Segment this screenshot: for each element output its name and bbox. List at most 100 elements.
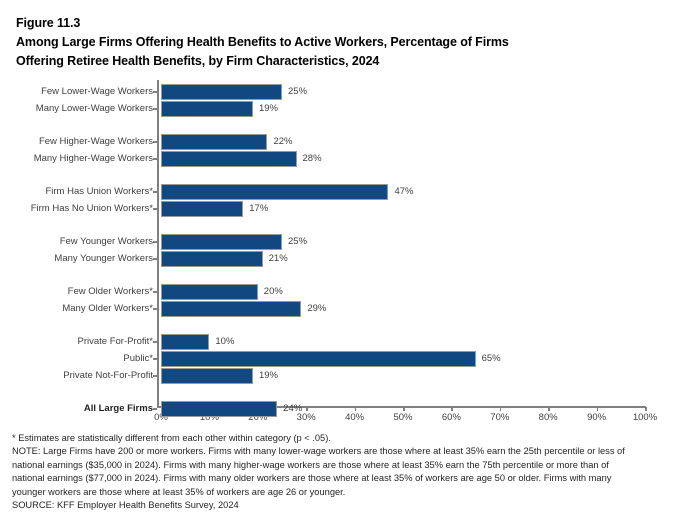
x-axis-tick-label: 60% xyxy=(441,412,461,423)
y-axis-line xyxy=(157,80,159,408)
bar xyxy=(161,151,297,167)
bar-row: Private For-Profit* 10% xyxy=(0,334,698,350)
y-axis-tick xyxy=(153,208,157,210)
bar-row: Few Younger Workers 25% xyxy=(0,234,698,250)
bar-row: Few Lower-Wage Workers 25% xyxy=(0,84,698,100)
x-axis-tick-label: 80% xyxy=(538,412,558,423)
bar-row: Public* 65% xyxy=(0,351,698,367)
footnotes-block: * Estimates are statistically different … xyxy=(12,432,688,512)
footnote-note-line-3: national earnings ($77,000 in 2024). Fir… xyxy=(12,473,612,484)
bar-value-label: 47% xyxy=(394,186,414,197)
bar-value-label: 17% xyxy=(249,203,269,214)
y-axis-tick xyxy=(153,308,157,310)
bar xyxy=(161,101,253,117)
y-axis-tick xyxy=(153,358,157,360)
y-axis-tick xyxy=(153,141,157,143)
bar xyxy=(161,301,302,317)
x-axis-tick xyxy=(596,407,599,411)
category-label: Many Lower-Wage Workers xyxy=(35,103,153,114)
x-axis-tick-label: 90% xyxy=(587,412,607,423)
bar-value-label: 65% xyxy=(481,353,501,364)
category-label: Public* xyxy=(123,353,153,364)
footnote-note-line-2: national earnings ($35,000 in 2024). Fir… xyxy=(12,459,609,470)
category-label: Few Higher-Wage Workers xyxy=(38,136,153,147)
bar-value-label: 29% xyxy=(307,303,327,314)
bar xyxy=(161,368,253,384)
figure-title-line-2: Offering Retiree Health Benefits, by Fir… xyxy=(16,54,380,68)
y-axis-tick xyxy=(153,291,157,293)
category-label: Many Older Workers* xyxy=(62,303,153,314)
category-label: Few Younger Workers xyxy=(59,236,153,247)
bar xyxy=(161,334,210,350)
bar-row: Many Older Workers* 29% xyxy=(0,301,698,317)
footnote-significance: * Estimates are statistically different … xyxy=(12,433,331,443)
footnote-note-line-4: younger workers are those where at least… xyxy=(12,486,346,497)
bar xyxy=(161,234,282,250)
bar-row: Many Lower-Wage Workers 19% xyxy=(0,101,698,117)
category-label: Many Higher-Wage Workers xyxy=(33,153,153,164)
bar xyxy=(161,251,263,267)
x-axis-tick-label: 10% xyxy=(199,412,219,423)
x-axis-tick-label: 100% xyxy=(632,412,658,423)
footnote-note-line-1: NOTE: Large Firms have 200 or more worke… xyxy=(12,446,625,457)
y-axis-tick xyxy=(153,191,157,193)
x-axis-tick xyxy=(354,407,357,411)
bar-row: Firm Has Union Workers* 47% xyxy=(0,184,698,200)
figure-title-line-1: Among Large Firms Offering Health Benefi… xyxy=(16,35,509,49)
y-axis-tick xyxy=(153,258,157,260)
x-axis-tick xyxy=(451,407,453,411)
figure-title-block: Figure 11.3 Among Large Firms Offering H… xyxy=(16,14,676,71)
bar-row: Few Older Workers* 20% xyxy=(0,284,698,300)
y-axis-tick xyxy=(153,108,157,110)
x-axis-tick xyxy=(645,407,647,411)
y-axis-tick xyxy=(153,241,157,243)
bar-value-label: 25% xyxy=(288,236,308,247)
bar xyxy=(161,201,244,217)
bar-row: Private Not-For-Profit 19% xyxy=(0,368,698,384)
x-axis-tick-label: 50% xyxy=(393,412,413,423)
category-label: Firm Has No Union Workers* xyxy=(30,203,153,214)
bar-chart: 0% 10% 20% 30% 40% 50% 60% 70% 80% 90% 100% Few Lo… xyxy=(0,78,698,423)
bar-row: All Large Firms 24% xyxy=(0,401,698,417)
x-axis-tick xyxy=(403,407,405,411)
x-axis-tick-label: 40% xyxy=(345,412,365,423)
figure-number: Figure 11.3 xyxy=(16,16,81,30)
y-axis-tick xyxy=(153,341,157,343)
bar-value-label: 20% xyxy=(263,286,283,297)
x-axis-line xyxy=(157,406,646,408)
y-axis-tick xyxy=(153,408,157,410)
x-axis-tick-label: 0% xyxy=(154,412,168,423)
bar xyxy=(161,401,278,417)
x-axis-tick xyxy=(499,407,502,411)
bar xyxy=(161,134,268,150)
bar-row: Many Younger Workers 21% xyxy=(0,251,698,267)
bar-value-label: 24% xyxy=(283,403,303,414)
x-axis-tick xyxy=(306,407,308,411)
bar-value-label: 25% xyxy=(288,86,308,97)
x-axis-tick-label: 70% xyxy=(490,412,510,423)
bar xyxy=(161,184,389,200)
bar-value-label: 10% xyxy=(215,336,235,347)
bar-value-label: 19% xyxy=(258,103,278,114)
x-axis-tick xyxy=(548,407,550,411)
bar-row: Firm Has No Union Workers* 17% xyxy=(0,201,698,217)
y-axis-tick xyxy=(153,375,157,377)
x-axis-tick-label: 20% xyxy=(248,412,268,423)
category-label: Private Not-For-Profit xyxy=(63,370,153,381)
bar-row: Few Higher-Wage Workers 22% xyxy=(0,134,698,150)
bar-row: Many Higher-Wage Workers 28% xyxy=(0,151,698,167)
category-label: Firm Has Union Workers* xyxy=(45,186,153,197)
bar-value-label: 19% xyxy=(258,370,278,381)
category-label: Many Younger Workers xyxy=(54,253,153,264)
y-axis-tick xyxy=(153,91,157,93)
bar-value-label: 21% xyxy=(268,253,288,264)
x-axis-tick-label: 30% xyxy=(296,412,316,423)
bar-value-label: 28% xyxy=(302,153,322,164)
y-axis-tick xyxy=(153,158,157,160)
footnote-source: SOURCE: KFF Employer Health Benefits Sur… xyxy=(12,500,239,511)
bar xyxy=(161,84,282,100)
category-label: Few Lower-Wage Workers xyxy=(41,86,153,97)
bar xyxy=(161,284,258,300)
bar xyxy=(161,351,476,367)
bar-value-label: 22% xyxy=(273,136,293,147)
